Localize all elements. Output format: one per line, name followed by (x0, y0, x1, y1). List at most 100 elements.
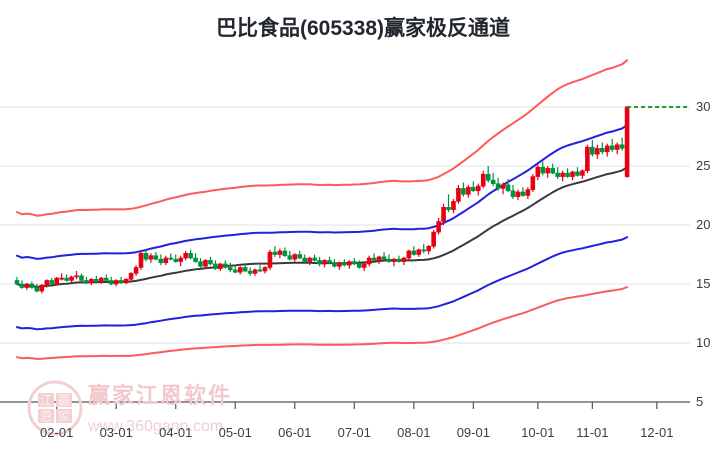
watermark-seal-icon: 江 赢 恩 家 (27, 380, 83, 436)
candle-body (34, 287, 40, 292)
candle-body (49, 280, 55, 285)
y-axis-label: 25 (696, 158, 711, 173)
candle-body (560, 172, 565, 177)
candle-body (277, 250, 283, 255)
x-axis-label: 03-01 (99, 425, 133, 440)
y-axis-label: 5 (696, 394, 704, 409)
candle-body (69, 276, 74, 281)
candle-body (173, 258, 179, 262)
chart-title: 巴比食品(605338)赢家极反通道 (215, 17, 511, 40)
candle-body (436, 221, 441, 233)
candle-body (14, 280, 20, 285)
candle-body (416, 249, 422, 255)
candle-body (550, 168, 555, 174)
candle-body (208, 260, 213, 265)
candle-body (307, 257, 312, 262)
y-axis-label: 10 (696, 335, 711, 350)
y-axis-label: 15 (696, 276, 711, 291)
candle-body (153, 255, 159, 260)
x-axis-label: 08-01 (397, 425, 431, 440)
candle-body (619, 144, 625, 149)
candle-body (485, 173, 491, 181)
candle-body (84, 280, 89, 284)
candle-body (401, 257, 407, 262)
candle-body (604, 145, 610, 153)
candle-body (545, 168, 551, 174)
candle-body (317, 260, 322, 265)
candle-body (515, 191, 521, 197)
x-axis-label: 12-01 (640, 425, 674, 440)
candle-body (59, 277, 64, 280)
candle-body (510, 190, 516, 197)
x-axis-label: 10-01 (521, 425, 555, 440)
candle-body (287, 255, 293, 260)
chart-plot-area (0, 55, 726, 410)
candle-body (168, 257, 174, 260)
candle-body (421, 249, 427, 252)
candle-body (138, 253, 144, 268)
candle-body (356, 263, 362, 268)
candle-body (361, 263, 367, 268)
candle-body (203, 260, 208, 267)
candle-body (540, 166, 546, 174)
candle-body (495, 183, 501, 189)
candle-body (247, 270, 253, 274)
candle-body (500, 184, 506, 189)
candle-body (585, 146, 590, 172)
candle-body (267, 251, 273, 268)
candle-body (614, 144, 620, 150)
candle-body (282, 250, 288, 256)
candle-body (227, 267, 233, 271)
candle-body (262, 267, 268, 272)
candle-body (108, 280, 114, 285)
candle-body (431, 231, 436, 247)
candle-body (386, 258, 392, 262)
candle-body (426, 245, 431, 252)
candle-body (123, 278, 129, 284)
candle-body (292, 254, 298, 260)
candle-body (555, 172, 560, 177)
candle-body (347, 261, 352, 266)
candle-body (232, 269, 238, 273)
candle-body (218, 263, 223, 269)
x-axis-label: 07-01 (337, 425, 371, 440)
candle-body (332, 262, 337, 267)
candle-body (148, 255, 154, 260)
candle-body (456, 188, 461, 202)
candle-body (530, 176, 536, 190)
candle-body (366, 257, 372, 265)
candle-body (609, 145, 615, 150)
candle-body (188, 253, 193, 259)
candle-body (624, 106, 630, 177)
candle-body (242, 267, 248, 272)
candle-body (505, 184, 511, 192)
candle-body (441, 207, 446, 222)
candle-body (198, 261, 203, 267)
candle-body (570, 171, 575, 177)
y-axis-label: 20 (696, 217, 711, 232)
candle-body (103, 277, 109, 281)
candle-body (322, 260, 327, 265)
candle-body (337, 262, 342, 267)
candle-body (520, 191, 526, 196)
candle-body (54, 277, 59, 285)
svg-text:恩: 恩 (39, 410, 52, 425)
candle-body (327, 260, 332, 264)
candle-body (143, 253, 149, 260)
candle-body (178, 257, 183, 262)
candle-body (213, 263, 218, 269)
x-axis-label: 09-01 (456, 425, 490, 440)
candle-body (590, 146, 595, 155)
candle-body (446, 207, 451, 210)
candle-body (44, 280, 50, 286)
candle-body (99, 277, 104, 282)
candle-body (39, 284, 45, 292)
candle-body (89, 278, 94, 284)
candle-body (525, 189, 531, 196)
candle-body (451, 201, 456, 210)
candle-body (158, 258, 164, 264)
candle-body (113, 280, 119, 285)
svg-text:家: 家 (57, 409, 70, 425)
candle-body (183, 253, 188, 259)
